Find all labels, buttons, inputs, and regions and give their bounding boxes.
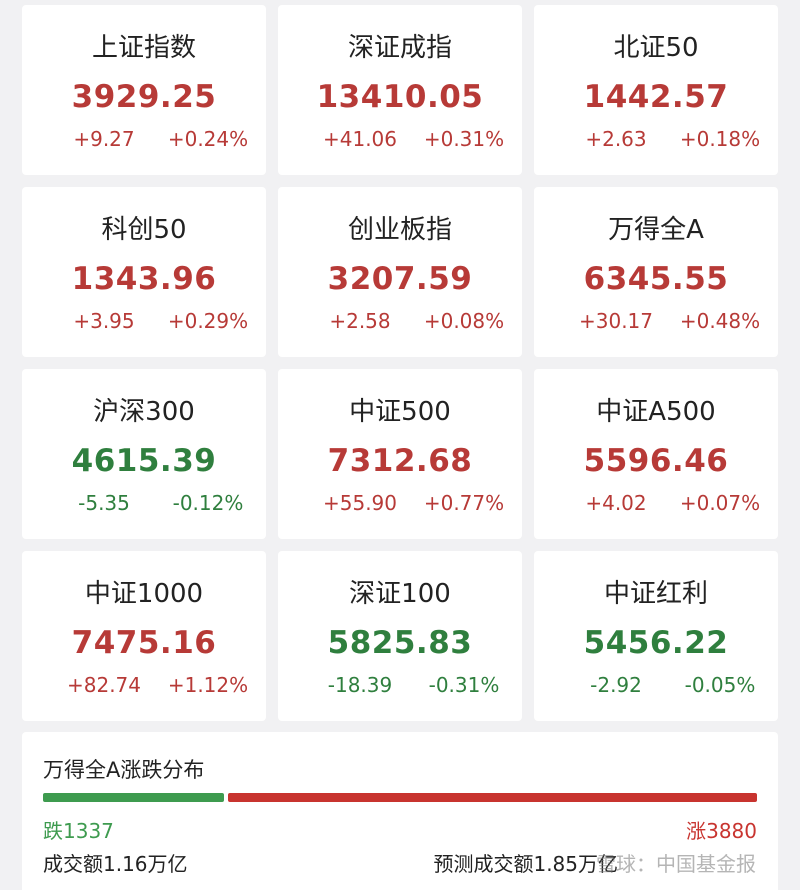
index-name: 中证A500 — [596, 397, 716, 427]
index-change: -2.92 — [590, 673, 642, 697]
index-change: +30.17 — [578, 309, 653, 333]
index-change: +9.27 — [73, 127, 135, 151]
index-value: 13410.05 — [316, 79, 484, 115]
index-change-pct: +1.12% — [167, 673, 249, 697]
index-change-pct: +0.29% — [167, 309, 249, 333]
index-name: 沪深300 — [93, 397, 195, 427]
index-value: 7312.68 — [327, 443, 473, 479]
index-change-pct: +0.31% — [423, 127, 505, 151]
panel-title: 万得全A涨跌分布 — [43, 758, 205, 782]
index-change: +41.06 — [322, 127, 397, 151]
index-name: 科创50 — [101, 215, 187, 245]
index-value: 6345.55 — [583, 261, 729, 297]
index-change-pct: -0.31% — [428, 673, 500, 697]
index-card: 万得全A 6345.55 +30.17 +0.48% — [534, 187, 778, 357]
index-change: -18.39 — [327, 673, 393, 697]
index-name: 中证红利 — [603, 579, 708, 609]
index-card: 中证1000 7475.16 +82.74 +1.12% — [22, 551, 266, 721]
index-value: 7475.16 — [71, 625, 217, 661]
index-value: 3929.25 — [71, 79, 217, 115]
distribution-segment — [227, 793, 757, 802]
index-card: 中证红利 5456.22 -2.92 -0.05% — [534, 551, 778, 721]
index-change-pct: -0.05% — [684, 673, 756, 697]
index-card: 中证500 7312.68 +55.90 +0.77% — [278, 369, 522, 539]
index-change: +4.02 — [585, 491, 647, 515]
index-card: 科创50 1343.96 +3.95 +0.29% — [22, 187, 266, 357]
index-card: 创业板指 3207.59 +2.58 +0.08% — [278, 187, 522, 357]
index-value: 5456.22 — [583, 625, 729, 661]
index-change-pct: +0.77% — [423, 491, 505, 515]
index-value: 4615.39 — [71, 443, 217, 479]
index-change: +82.74 — [66, 673, 141, 697]
index-value: 5596.46 — [583, 443, 729, 479]
index-name: 创业板指 — [347, 215, 452, 245]
distribution-panel: 万得全A涨跌分布 成交额1.16万亿 预测成交额1.85万亿 雪球：中国基金报 … — [22, 732, 778, 890]
index-change: -5.35 — [78, 491, 130, 515]
index-card: 深证成指 13410.05 +41.06 +0.31% — [278, 5, 522, 175]
index-change-pct: +0.18% — [679, 127, 761, 151]
index-change-pct: -0.12% — [172, 491, 244, 515]
index-change-pct: +0.07% — [679, 491, 761, 515]
index-card: 上证指数 3929.25 +9.27 +0.24% — [22, 5, 266, 175]
distribution-bar — [43, 793, 757, 802]
turnover: 成交额1.16万亿 — [43, 852, 188, 876]
forecast-turnover: 预测成交额1.85万亿 — [433, 852, 618, 876]
index-value: 3207.59 — [327, 261, 473, 297]
index-name: 万得全A — [608, 215, 704, 245]
index-name: 深证成指 — [347, 33, 452, 63]
down-count: 跌1337 — [43, 819, 114, 843]
index-change-pct: +0.48% — [679, 309, 761, 333]
index-change-pct: +0.08% — [423, 309, 505, 333]
index-card: 中证A500 5596.46 +4.02 +0.07% — [534, 369, 778, 539]
index-change: +2.58 — [329, 309, 391, 333]
index-name: 中证500 — [349, 397, 451, 427]
index-change: +55.90 — [322, 491, 397, 515]
index-value: 1343.96 — [71, 261, 217, 297]
index-change: +3.95 — [73, 309, 135, 333]
up-count: 涨3880 — [686, 819, 757, 843]
index-name: 中证1000 — [84, 579, 204, 609]
index-value: 1442.57 — [583, 79, 729, 115]
distribution-segment — [43, 793, 224, 802]
index-name: 上证指数 — [91, 33, 196, 63]
index-name: 北证50 — [613, 33, 699, 63]
index-name: 深证100 — [349, 579, 451, 609]
watermark: 雪球：中国基金报 — [596, 852, 756, 876]
index-card: 北证50 1442.57 +2.63 +0.18% — [534, 5, 778, 175]
index-change-pct: +0.24% — [167, 127, 249, 151]
index-change: +2.63 — [585, 127, 647, 151]
index-card: 深证100 5825.83 -18.39 -0.31% — [278, 551, 522, 721]
index-card: 沪深300 4615.39 -5.35 -0.12% — [22, 369, 266, 539]
index-value: 5825.83 — [327, 625, 473, 661]
